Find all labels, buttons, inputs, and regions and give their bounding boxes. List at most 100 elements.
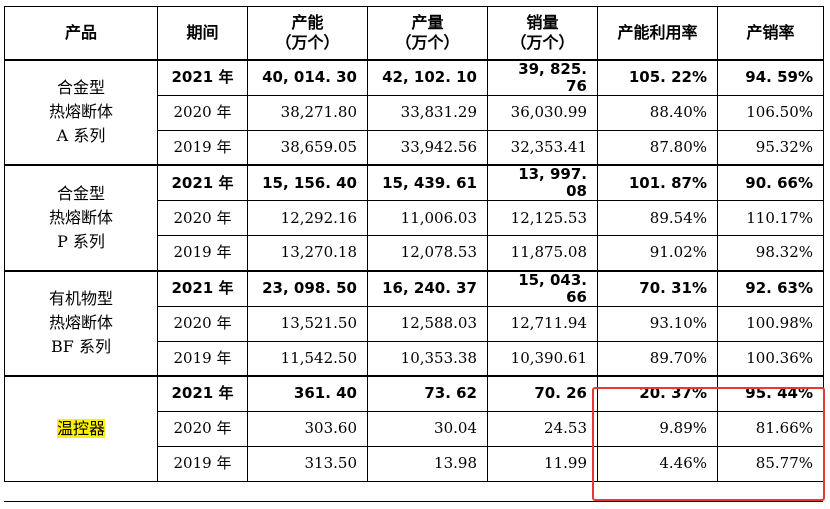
sales-cell: 11.99: [487, 445, 598, 482]
utilization-cell: 105. 22%: [597, 58, 718, 96]
table-body: 合金型 热熔断体 A 系列 2021 年 40, 014. 30 42, 102. 10 3…: [4, 58, 824, 482]
sales-cell: 12,125.53: [487, 200, 598, 236]
product-name-line: 热熔断体: [48, 102, 113, 122]
sell-through-cell: 100.98%: [717, 305, 824, 342]
header-capacity: 产能 （万个）: [247, 6, 368, 60]
output-cell: 15, 439. 61: [367, 164, 488, 201]
table-row: 温控器 2021 年 361. 40 73. 62 70. 26 20. 37% 95. 4…: [4, 375, 824, 482]
capacity-cell: 38,271.80: [247, 94, 368, 131]
output-cell: 33,942.56: [367, 129, 488, 166]
header-period: 期间: [157, 6, 248, 60]
period-cell: 2020 年: [157, 94, 248, 131]
period-cell: 2020 年: [157, 200, 248, 236]
sales-cell: 10,390.61: [487, 340, 598, 377]
output-cell: 13.98: [367, 445, 488, 482]
capacity-cell: 40, 014. 30: [247, 58, 368, 96]
output-cell: 42, 102. 10: [367, 58, 488, 96]
sell-through-cell: 94. 59%: [717, 58, 824, 96]
sell-through-cell: 92. 63%: [717, 269, 824, 307]
output-cell: 11,006.03: [367, 200, 488, 236]
product-name-line: 合金型: [56, 183, 105, 203]
capacity-cell: 23, 098. 50: [247, 269, 368, 307]
sales-cell: 12,711.94: [487, 305, 598, 342]
period-cell: 2019 年: [157, 235, 248, 271]
output-cell: 10,353.38: [367, 340, 488, 377]
header-row: 产品 期间 产能 （万个） 产量 （万个） 销量 （万个） 产能利用率 产销率: [4, 6, 824, 60]
utilization-cell: 93.10%: [597, 305, 718, 342]
period-cell: 2021 年: [157, 164, 248, 201]
output-cell: 33,831.29: [367, 94, 488, 131]
product-name-line: P 系列: [57, 231, 105, 251]
product-name-line: 温控器: [56, 418, 105, 438]
utilization-cell: 87.80%: [597, 129, 718, 166]
period-cell: 2019 年: [157, 129, 248, 166]
utilization-cell: 89.54%: [597, 200, 718, 236]
product-name-line: 热熔断体: [48, 313, 113, 333]
capacity-sales-table: 产品 期间 产能 （万个） 产量 （万个） 销量 （万个） 产能利用率 产销率 合金型…: [4, 6, 824, 482]
sell-through-cell: 110.17%: [717, 200, 824, 236]
sell-through-cell: 90. 66%: [717, 164, 824, 201]
product-name-line: BF 系列: [51, 337, 111, 357]
capacity-cell: 38,659.05: [247, 129, 368, 166]
table-row: 2020 年 303.60 30.04 24.53 9.89% 81.66%: [5, 410, 824, 447]
sales-cell: 36,030.99: [487, 94, 598, 131]
output-cell: 30.04: [367, 410, 488, 447]
capacity-cell: 12,292.16: [247, 200, 368, 236]
capacity-cell: 11,542.50: [247, 340, 368, 377]
product-name-cell: 合金型热熔断体 A 系列: [4, 58, 158, 166]
period-cell: 2019 年: [157, 340, 248, 377]
period-cell: 2020 年: [157, 410, 248, 447]
utilization-cell: 4.46%: [597, 445, 718, 482]
sales-cell: 13, 997. 08: [487, 164, 598, 201]
header-utilization: 产能利用率: [597, 6, 718, 60]
utilization-cell: 70. 31%: [597, 269, 718, 307]
header-sell-through: 产销率: [717, 6, 824, 60]
output-cell: 16, 240. 37: [367, 269, 488, 307]
sales-cell: 24.53: [487, 410, 598, 447]
header-sales: 销量 （万个）: [487, 6, 598, 60]
table-row: 合金型 热熔断体 P 系列 2021 年 15, 156. 40 15, 439. 61 1…: [4, 164, 824, 271]
product-name-line: A 系列: [56, 126, 106, 146]
sell-through-cell: 95. 44%: [717, 375, 824, 412]
output-cell: 12,588.03: [367, 305, 488, 342]
sell-through-cell: 98.32%: [717, 235, 824, 271]
header-product: 产品: [4, 6, 158, 60]
utilization-cell: 20. 37%: [597, 375, 718, 412]
table-row: 2019 年 313.50 13.98 11.99 4.46% 85.77%: [5, 445, 824, 482]
output-cell: 12,078.53: [367, 235, 488, 271]
sell-through-cell: 85.77%: [717, 445, 824, 482]
period-cell: 2021 年: [157, 269, 248, 307]
table-row: 2019 年 38,659.05 33,942.56 32,353.41 87.80% 9…: [5, 129, 824, 166]
utilization-cell: 89.70%: [597, 340, 718, 377]
period-cell: 2019 年: [157, 445, 248, 482]
header-output: 产量 （万个）: [367, 6, 488, 60]
product-name-line: 合金型: [56, 78, 105, 98]
sales-cell: 70. 26: [487, 375, 598, 412]
sell-through-cell: 106.50%: [717, 94, 824, 131]
period-cell: 2021 年: [157, 58, 248, 96]
capacity-cell: 13,270.18: [247, 235, 368, 271]
product-name-cell: 有机物型 热熔断体 BF 系列: [4, 269, 158, 377]
capacity-cell: 13,521.50: [247, 305, 368, 342]
product-name-cell: 温控器: [4, 375, 158, 482]
period-cell: 2021 年: [157, 375, 248, 412]
table-row: 2020 年 13,521.50 12,588.03 12,711.94 93.10% 1…: [5, 305, 824, 342]
capacity-cell: 303.60: [247, 410, 368, 447]
sales-cell: 15, 043. 66: [487, 269, 598, 307]
table-row: 2020 年 38,271.80 33,831.29 36,030.99 88.40% 1…: [5, 94, 824, 131]
sell-through-cell: 95.32%: [717, 129, 824, 166]
capacity-cell: 361. 40: [247, 375, 368, 412]
table-bottom-rule: [4, 501, 823, 502]
table-row: 合金型 热熔断体 A 系列 2021 年 40, 014. 30 42, 102. 10 3…: [4, 58, 824, 166]
table-row: 2020 年 12,292.16 11,006.03 12,125.53 89.54% 1…: [5, 200, 824, 236]
capacity-cell: 15, 156. 40: [247, 164, 368, 201]
product-name-line: 热熔断体: [48, 207, 113, 227]
table-row: 有机物型 热熔断体 BF 系列 2021 年 23, 098. 50 16, 240. 3…: [4, 269, 824, 377]
sell-through-cell: 81.66%: [717, 410, 824, 447]
sales-cell: 39, 825. 76: [487, 58, 598, 96]
sales-cell: 32,353.41: [487, 129, 598, 166]
period-cell: 2020 年: [157, 305, 248, 342]
sell-through-cell: 100.36%: [717, 340, 824, 377]
output-cell: 73. 62: [367, 375, 488, 412]
sales-cell: 11,875.08: [487, 235, 598, 271]
